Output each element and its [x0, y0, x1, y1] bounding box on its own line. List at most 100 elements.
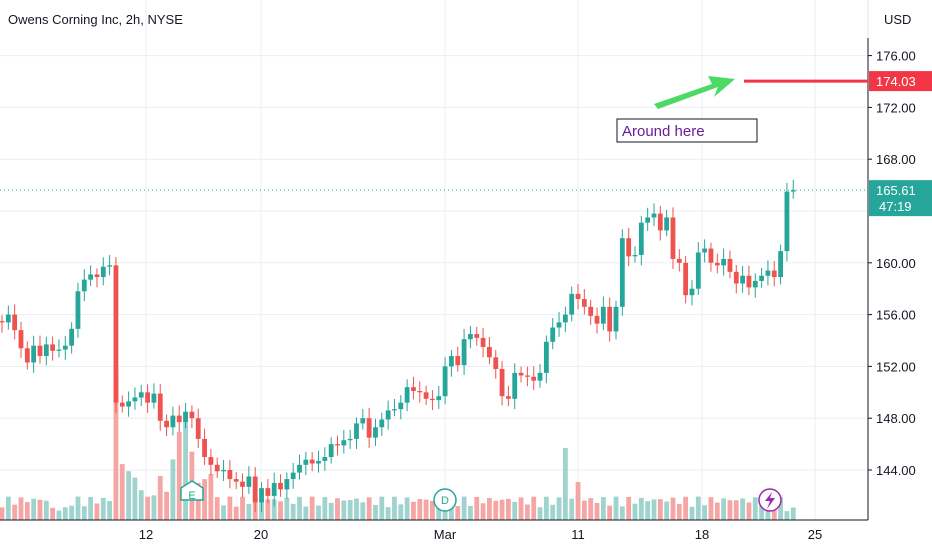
volume-bar [176, 432, 182, 520]
candle-body [126, 401, 131, 407]
volume-bar [24, 502, 30, 520]
candle-body [790, 190, 796, 192]
volume-bar [50, 507, 56, 520]
volume-bar [246, 503, 252, 520]
candle-body [347, 438, 353, 441]
candle-body [613, 306, 619, 332]
currency-label[interactable]: USD [884, 12, 911, 27]
candle-body [588, 306, 594, 316]
volume-bar [721, 498, 727, 520]
volume-bar [170, 459, 176, 520]
candle-body [512, 372, 518, 399]
volume-bar [132, 477, 138, 520]
volume-bar [759, 505, 764, 520]
candle-body [0, 321, 5, 323]
candle-body [651, 213, 657, 218]
volume-bar [366, 497, 372, 520]
candle-body [721, 258, 727, 266]
candle-body [531, 376, 537, 381]
price-tick-label: 152.00 [876, 359, 916, 374]
volume-bar [752, 497, 758, 520]
symbol-title[interactable]: Owens Corning Inc, 2h, NYSE [8, 12, 183, 27]
candle-body [638, 222, 644, 256]
price-tick-label: 160.00 [876, 256, 916, 271]
volume-bar [341, 500, 347, 520]
volume-bar [702, 505, 708, 520]
candle-body [771, 270, 777, 278]
target-price-label: 174.03 [876, 74, 916, 89]
candle-body [480, 337, 486, 347]
time-tick-label: 18 [695, 527, 709, 542]
candle-body [575, 293, 581, 300]
candle-body [449, 356, 454, 367]
volume-bar [385, 507, 391, 520]
volume-bar [588, 498, 594, 520]
volume-bar [107, 501, 113, 520]
volume-bar [271, 499, 277, 520]
candle-body [69, 328, 75, 346]
candle-body [619, 238, 625, 307]
volume-bar [499, 499, 505, 520]
candle-body [56, 349, 62, 351]
volume-bar [290, 503, 296, 520]
volume-bar [430, 500, 435, 520]
candle-body [461, 339, 467, 366]
candle-body [62, 345, 68, 350]
price-tick-label: 176.00 [876, 49, 916, 64]
green-arrow[interactable] [654, 76, 735, 109]
note-box[interactable]: Around here [616, 118, 758, 143]
volume-bar [100, 497, 106, 520]
lightning-icon[interactable] [758, 488, 782, 512]
volume-bar [506, 498, 511, 520]
candle-body [81, 279, 87, 292]
volume-bar [569, 498, 575, 520]
volume-bar [335, 498, 340, 520]
volume-bar [69, 505, 75, 520]
volume-bar [480, 503, 486, 520]
candle-body [740, 275, 746, 284]
candle-body [708, 248, 714, 263]
volume-bar [613, 496, 619, 520]
volume-bar [524, 504, 530, 520]
price-tick-label: 172.00 [876, 100, 916, 115]
candle-body [784, 191, 790, 252]
candle-body [537, 372, 543, 381]
candlesticks [0, 179, 796, 512]
price-tick-label: 156.00 [876, 308, 916, 323]
volume-bar [265, 499, 271, 520]
candle-body [702, 248, 708, 253]
price-tick-label: 148.00 [876, 411, 916, 426]
volume-bar [461, 496, 467, 520]
volume-bar [581, 500, 587, 520]
candle-body [208, 457, 214, 465]
earnings-marker[interactable]: E [180, 480, 204, 502]
candle-body [518, 372, 524, 376]
candle-body [695, 252, 701, 289]
candle-body [138, 392, 144, 398]
candle-body [18, 330, 24, 349]
candle-body [246, 476, 252, 487]
price-tick-label: 168.00 [876, 152, 916, 167]
volume-bar [657, 499, 663, 520]
volume-bars [0, 370, 796, 520]
candle-body [392, 409, 397, 411]
volume-bar [727, 500, 733, 520]
candle-body [714, 262, 720, 266]
candle-body [442, 366, 448, 397]
time-tick-label: 12 [139, 527, 153, 542]
candle-body [373, 427, 378, 438]
candle-body [100, 266, 106, 278]
volume-bar [619, 506, 625, 520]
volume-bar [240, 496, 245, 520]
candle-body [189, 411, 195, 419]
candle-body [493, 357, 499, 369]
dividend-marker[interactable]: D [433, 488, 457, 512]
time-axis[interactable]: 12 20 Mar 11 18 25 [139, 527, 822, 542]
candle-body [297, 464, 302, 473]
candle-body [778, 251, 783, 278]
volume-bar [37, 499, 43, 520]
price-axis[interactable]: 144.00 148.00 152.00 156.00 160.00 168.00 172.… [868, 49, 916, 478]
volume-bar [18, 497, 24, 520]
candle-body [423, 392, 429, 399]
